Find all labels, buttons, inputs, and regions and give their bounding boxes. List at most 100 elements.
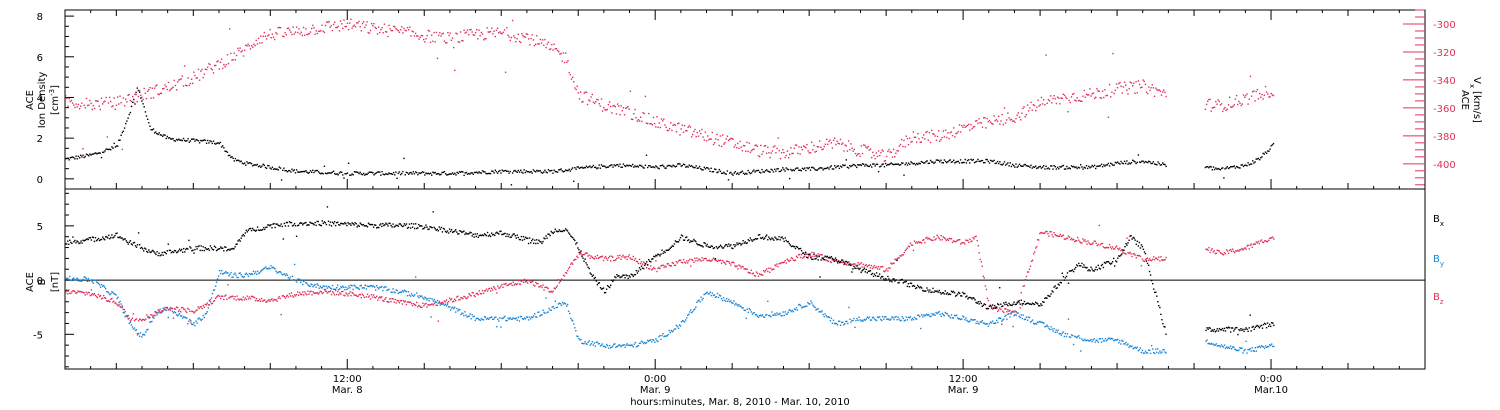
data-point	[339, 288, 341, 290]
data-point	[958, 318, 960, 320]
data-point	[537, 43, 539, 45]
data-point	[449, 309, 452, 311]
data-point	[424, 303, 426, 305]
data-point	[81, 280, 83, 282]
data-point	[472, 292, 474, 294]
data-point	[826, 260, 828, 262]
top-right-tick-label: -300	[1433, 20, 1456, 31]
data-point	[334, 289, 337, 292]
data-point	[297, 224, 299, 227]
data-point	[731, 137, 733, 140]
data-point	[556, 285, 559, 287]
data-point	[445, 231, 448, 234]
data-point	[690, 309, 692, 311]
data-point	[229, 28, 231, 30]
data-point	[1140, 265, 1143, 267]
data-point	[242, 233, 244, 236]
data-point	[1239, 102, 1241, 104]
data-point	[484, 290, 487, 292]
data-point	[1092, 339, 1094, 341]
data-point	[1035, 165, 1037, 167]
data-point	[452, 306, 454, 308]
data-point	[585, 91, 588, 93]
data-point	[590, 96, 592, 98]
data-point	[332, 292, 335, 294]
data-point	[1247, 348, 1249, 351]
data-point	[531, 316, 533, 318]
data-point	[674, 328, 677, 330]
data-point	[614, 165, 616, 167]
data-point	[271, 267, 273, 269]
data-point	[433, 298, 435, 301]
data-point	[228, 248, 230, 251]
data-point	[570, 317, 572, 320]
data-point	[1100, 341, 1103, 343]
data-point	[310, 222, 312, 224]
data-point	[922, 239, 924, 241]
data-point	[1076, 97, 1078, 99]
data-point	[309, 170, 312, 172]
data-point	[157, 254, 159, 257]
data-point	[453, 308, 455, 310]
data-point	[1147, 92, 1149, 95]
data-point	[1001, 323, 1003, 325]
data-point	[269, 167, 271, 169]
data-point	[963, 241, 965, 244]
data-point	[872, 151, 874, 154]
data-point	[1108, 165, 1111, 167]
data-point	[906, 247, 909, 249]
data-point	[1076, 240, 1078, 242]
data-point	[265, 38, 268, 40]
data-point	[513, 35, 515, 37]
data-point	[202, 246, 204, 248]
data-point	[248, 272, 251, 275]
data-point	[114, 234, 116, 237]
data-point	[592, 164, 595, 167]
data-point	[1003, 161, 1006, 163]
data-point	[196, 77, 198, 79]
data-point	[1273, 238, 1275, 240]
data-point	[670, 246, 672, 248]
data-point	[208, 304, 211, 306]
data-point	[674, 264, 677, 266]
data-point	[902, 317, 904, 320]
data-point	[257, 37, 260, 39]
data-point	[957, 160, 959, 163]
data-point	[119, 139, 121, 141]
data-point	[1128, 88, 1130, 90]
data-point	[630, 344, 632, 346]
data-point	[505, 235, 507, 238]
data-point	[1048, 168, 1051, 170]
data-point	[746, 141, 748, 144]
data-point	[905, 248, 907, 251]
data-point	[618, 344, 620, 346]
data-point	[836, 165, 838, 168]
data-point	[806, 253, 808, 255]
data-point	[665, 126, 667, 128]
data-point	[330, 225, 333, 227]
data-point	[369, 224, 372, 226]
data-point	[382, 173, 384, 175]
data-point	[579, 339, 581, 341]
data-point	[374, 173, 376, 175]
data-point	[678, 259, 681, 261]
data-point	[1002, 123, 1004, 126]
data-point	[518, 238, 521, 241]
data-point	[515, 170, 517, 173]
data-point	[327, 172, 329, 174]
data-point	[844, 164, 846, 166]
data-point	[1083, 89, 1085, 92]
data-point	[158, 310, 160, 312]
data-point	[846, 166, 849, 168]
data-point	[433, 302, 435, 305]
data-point	[965, 162, 968, 164]
data-point	[1246, 165, 1248, 167]
data-point	[735, 266, 737, 268]
data-point	[357, 171, 359, 174]
data-point	[79, 280, 81, 282]
data-point	[582, 257, 584, 259]
data-point	[168, 89, 171, 92]
data-point	[546, 43, 548, 45]
data-point	[431, 174, 433, 176]
data-point	[526, 33, 529, 36]
